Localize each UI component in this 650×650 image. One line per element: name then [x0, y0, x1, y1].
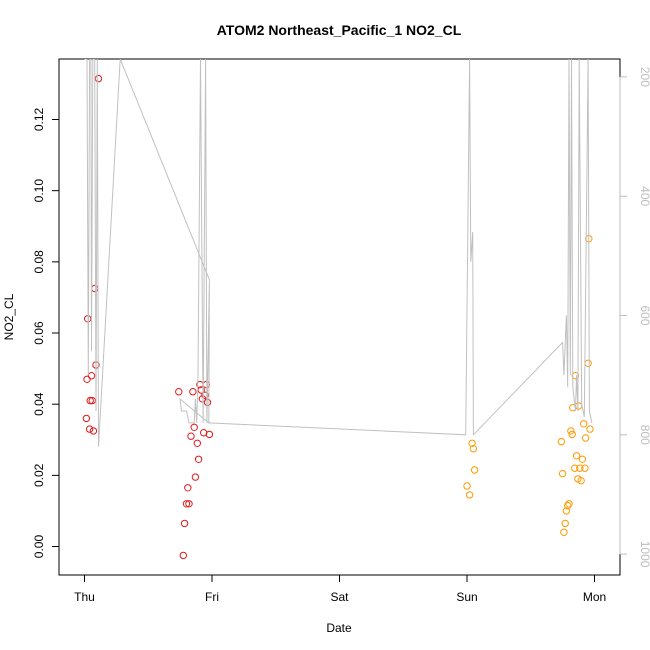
series-0-point-21 — [193, 439, 202, 447]
series-0-point-27 — [201, 391, 209, 399]
series-0-point-7 — [89, 427, 98, 435]
series-0-point-10 — [94, 74, 103, 83]
x-tick-label-sat: Sat — [330, 590, 349, 604]
series-1-point-8 — [561, 519, 569, 528]
y-right-tick-label-3: 800 — [638, 425, 650, 445]
y-right-tick-label-4: 1000 — [638, 541, 650, 568]
series-0-point-17 — [187, 432, 195, 440]
series-1-point-12 — [567, 427, 575, 435]
series-0-point-15 — [184, 484, 192, 492]
series-0-point-6 — [88, 396, 96, 405]
series-line-right-axis — [84, 59, 593, 447]
x-tick-label-mon: Mon — [583, 590, 606, 604]
series-1-point-11 — [565, 500, 573, 508]
series-1-point-4 — [470, 466, 479, 474]
series-1-point-17 — [572, 452, 581, 460]
x-axis: Thu Fri Sat Sun Mon — [74, 574, 606, 604]
series-1-point-5 — [557, 437, 566, 446]
series-0-point-1 — [83, 375, 91, 383]
series-1-point-0 — [463, 482, 471, 490]
series-0-point-13 — [180, 519, 189, 528]
series-0-point-19 — [190, 423, 198, 431]
series-1-point-26 — [584, 359, 592, 367]
series-0-point-14 — [182, 500, 191, 508]
plot-frame — [58, 58, 621, 576]
series-1-point-23 — [580, 420, 588, 428]
y-tick-label-3: 0.06 — [32, 321, 46, 345]
series-1-point-10 — [564, 501, 572, 510]
y-tick-label-0: 0.00 — [32, 535, 46, 559]
y-right-tick-label-1: 400 — [638, 186, 650, 206]
y-tick-label-6: 0.12 — [32, 107, 46, 131]
series-0-point-22 — [194, 455, 203, 463]
y-tick-label-4: 0.08 — [32, 250, 46, 274]
y-right-tick-label-2: 600 — [638, 305, 650, 325]
x-tick-label-thu: Thu — [74, 590, 95, 604]
y-tick-label-1: 0.02 — [32, 463, 46, 487]
series-0-point-0 — [82, 414, 91, 423]
y-axis-title: NO2_CL — [2, 293, 16, 340]
series-1-point-22 — [578, 455, 587, 463]
chart-title: ATOM2 Northeast_Pacific_1 NO2_CL — [217, 22, 462, 38]
series-1-point-2 — [468, 439, 476, 447]
series-1-point-7 — [560, 528, 568, 536]
x-tick-label-sun: Sun — [456, 590, 477, 604]
series-0-point-11 — [175, 388, 183, 396]
series-1-point-3 — [469, 445, 478, 453]
series-1-point-16 — [571, 372, 580, 380]
series-1-point-20 — [576, 464, 584, 472]
x-axis-title: Date — [326, 621, 352, 635]
series-0-point-30 — [205, 430, 214, 439]
series-1-point-15 — [571, 464, 579, 472]
series-layer — [82, 59, 594, 560]
series-0-point-18 — [189, 388, 197, 396]
series-1-point-6 — [558, 469, 567, 478]
series-1-point-28 — [586, 425, 594, 433]
series-1-point-25 — [581, 434, 590, 442]
series-0-point-4 — [86, 396, 94, 405]
series-0-point-20 — [191, 473, 200, 481]
series-1-point-19 — [574, 402, 583, 410]
y-tick-label-5: 0.10 — [32, 179, 46, 203]
series-1-point-13 — [568, 430, 576, 439]
series-1-point-1 — [465, 491, 474, 499]
series-1-point-21 — [577, 477, 585, 485]
series-0-point-3 — [85, 425, 94, 433]
series-0-point-5 — [87, 372, 96, 380]
y-right-tick-label-0: 200 — [638, 67, 650, 87]
y-axis-right: 200 400 600 800 1000 — [619, 67, 650, 568]
x-tick-label-fri: Fri — [205, 590, 219, 604]
y-tick-label-2: 0.04 — [32, 392, 46, 416]
series-0-point-12 — [179, 551, 188, 560]
series-1-point-9 — [562, 507, 571, 515]
y-axis: 0.00 0.02 0.04 0.06 0.08 0.10 0.12 — [32, 107, 60, 559]
series-1-point-24 — [581, 464, 589, 472]
series-0-point-16 — [185, 500, 193, 508]
